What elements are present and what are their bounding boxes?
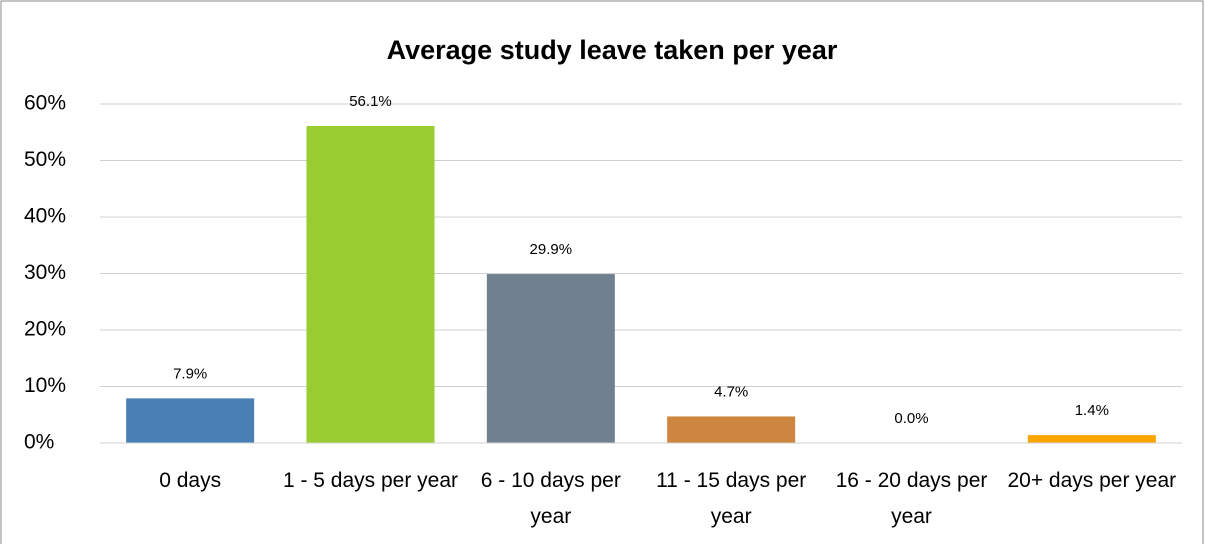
x-tick-label: 0 days — [159, 469, 222, 492]
bar — [667, 416, 796, 443]
x-tick-label: 20+ days per year — [1007, 469, 1177, 492]
value-label: 0.0% — [894, 410, 928, 427]
value-label: 29.9% — [530, 241, 573, 258]
x-tick-label: 1 - 5 days per year — [282, 469, 459, 492]
value-label: 7.9% — [173, 365, 207, 382]
y-tick-label: 60% — [24, 92, 66, 115]
y-tick-label: 40% — [24, 205, 66, 228]
x-tick-label: 11 - 15 days per year — [656, 469, 807, 528]
x-tick-label: 16 - 20 days per year — [835, 469, 988, 528]
y-tick-label: 0% — [24, 431, 54, 454]
bar — [486, 274, 615, 443]
x-tick-label: 6 - 10 days per year — [480, 469, 621, 528]
value-label: 56.1% — [349, 93, 392, 110]
bar — [126, 398, 255, 443]
y-tick-label: 50% — [24, 148, 66, 171]
y-tick-label: 10% — [24, 374, 66, 397]
y-tick-label: 20% — [24, 318, 66, 341]
chart-title: Average study leave taken per year — [387, 35, 838, 65]
bar — [306, 126, 435, 443]
bar — [1027, 435, 1156, 443]
y-tick-label: 30% — [24, 261, 66, 284]
value-label: 1.4% — [1075, 402, 1109, 419]
value-label: 4.7% — [714, 383, 748, 400]
